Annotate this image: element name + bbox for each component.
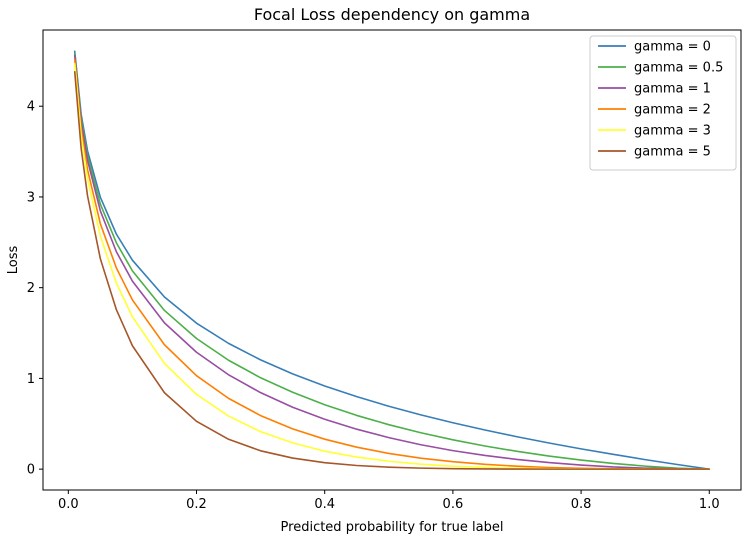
legend-label: gamma = 0.5 bbox=[634, 61, 723, 76]
x-axis-label: Predicted probability for true label bbox=[281, 520, 504, 535]
y-tick-label: 2 bbox=[27, 281, 35, 296]
legend-label: gamma = 0 bbox=[634, 40, 711, 55]
x-axis-ticks: 0.0 0.2 0.4 0.6 0.8 1.0 bbox=[58, 490, 720, 512]
x-tick-label: 0.2 bbox=[186, 497, 207, 512]
y-axis-ticks: 0 1 2 3 4 bbox=[27, 100, 43, 478]
series-line-1 bbox=[73, 52, 711, 470]
x-tick-label: 0.6 bbox=[443, 497, 464, 512]
x-tick-label: 0.4 bbox=[314, 497, 335, 512]
x-tick-label: 0.8 bbox=[571, 497, 592, 512]
y-tick-label: 0 bbox=[27, 463, 35, 478]
y-tick-label: 1 bbox=[27, 372, 35, 387]
y-axis-label: Loss bbox=[6, 246, 21, 275]
x-tick-label: 0.0 bbox=[58, 497, 79, 512]
legend: gamma = 0 gamma = 0.5 gamma = 1 gamma = 2 ga… bbox=[589, 35, 737, 171]
legend-label: gamma = 5 bbox=[634, 145, 711, 160]
legend-label: gamma = 3 bbox=[634, 124, 711, 139]
plot-lines bbox=[73, 50, 711, 470]
series-line-5 bbox=[73, 70, 711, 470]
legend-label: gamma = 2 bbox=[634, 103, 711, 118]
y-tick-label: 3 bbox=[27, 190, 35, 205]
legend-label: gamma = 1 bbox=[634, 82, 711, 97]
series-line-0 bbox=[73, 50, 711, 470]
chart-title: Focal Loss dependency on gamma bbox=[254, 5, 530, 24]
y-tick-label: 4 bbox=[27, 100, 35, 115]
x-tick-label: 1.0 bbox=[699, 497, 720, 512]
legend-box bbox=[589, 35, 737, 171]
plot-frame bbox=[42, 29, 742, 491]
series-line-2 bbox=[73, 54, 711, 470]
